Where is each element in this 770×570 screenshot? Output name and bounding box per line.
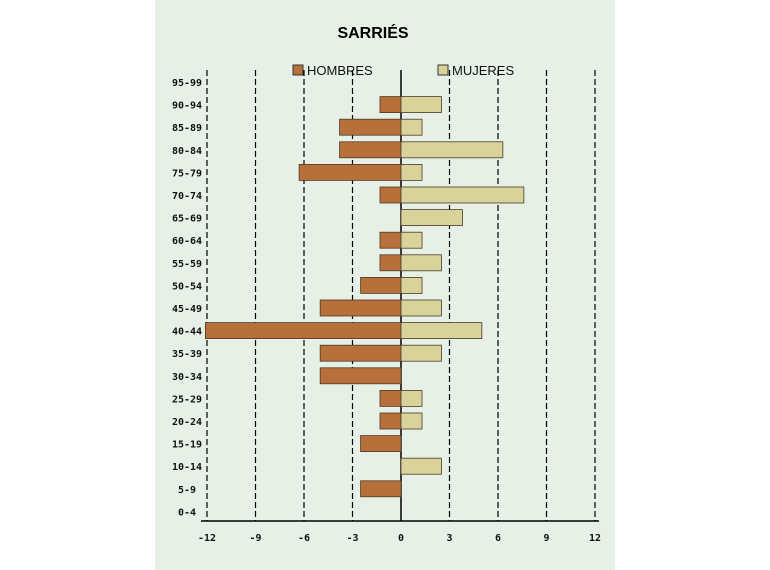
bar-hombres bbox=[319, 299, 402, 317]
y-tick-label: 60-64 bbox=[172, 236, 202, 247]
bar-hombres bbox=[298, 163, 402, 181]
legend-swatch-hombres bbox=[292, 64, 304, 76]
y-tick-label: 55-59 bbox=[172, 259, 202, 270]
bar-mujeres bbox=[400, 96, 442, 113]
y-tick-label: 10-14 bbox=[172, 462, 202, 473]
bar-hombres bbox=[360, 480, 402, 498]
y-tick-label: 35-39 bbox=[172, 349, 202, 360]
y-tick-label: 5-9 bbox=[178, 485, 196, 496]
bar-hombres bbox=[319, 344, 402, 362]
bar-hombres bbox=[379, 254, 402, 272]
y-tick-label: 75-79 bbox=[172, 168, 202, 179]
bar-mujeres bbox=[400, 299, 442, 317]
x-tick-label: 12 bbox=[589, 533, 601, 544]
legend-label-mujeres: MUJERES bbox=[452, 63, 514, 78]
bar-mujeres bbox=[400, 457, 442, 475]
y-axis-labels: 95-99 90-94 85-89 80-84 75-79 70-74 65-69 60-64… bbox=[172, 78, 202, 518]
bar-mujeres bbox=[400, 118, 423, 136]
bar-hombres bbox=[379, 231, 402, 249]
bar-mujeres bbox=[400, 186, 525, 204]
bar-hombres bbox=[379, 96, 402, 113]
y-tick-label: 50-54 bbox=[172, 281, 202, 292]
y-tick-label: 30-34 bbox=[172, 372, 202, 383]
y-tick-label: 90-94 bbox=[172, 101, 202, 112]
x-tick-label: 0 bbox=[398, 533, 404, 544]
bar-mujeres bbox=[400, 344, 442, 362]
x-axis-labels: -12 -9 -6 -3 0 3 6 9 12 bbox=[198, 533, 601, 544]
y-tick-label: 65-69 bbox=[172, 214, 202, 225]
legend-swatch-mujeres bbox=[437, 64, 449, 76]
bar-mujeres bbox=[400, 209, 463, 227]
bar-hombres bbox=[360, 435, 402, 453]
bar-hombres bbox=[339, 118, 402, 136]
y-tick-label: 15-19 bbox=[172, 440, 202, 451]
bar-mujeres bbox=[400, 412, 423, 430]
x-tick-label: 6 bbox=[495, 533, 501, 544]
bar-mujeres bbox=[400, 322, 483, 340]
x-tick-label: 9 bbox=[543, 533, 549, 544]
chart-panel: SARRIÉS HOMBRES MUJERES 95-99 90-94 85-89 8… bbox=[155, 0, 615, 570]
bar-hombres bbox=[204, 322, 402, 340]
bar-mujeres bbox=[400, 389, 423, 407]
y-tick-label: 20-24 bbox=[172, 417, 202, 428]
y-tick-label: 80-84 bbox=[172, 146, 202, 157]
y-tick-label: 40-44 bbox=[172, 327, 202, 338]
y-tick-label: 0-4 bbox=[178, 507, 196, 518]
y-tick-label: 45-49 bbox=[172, 304, 202, 315]
x-tick-label: -6 bbox=[298, 533, 310, 544]
x-tick-label: 3 bbox=[446, 533, 452, 544]
bar-hombres bbox=[379, 389, 402, 407]
x-tick-label: -12 bbox=[198, 533, 216, 544]
x-tick-label: -9 bbox=[249, 533, 261, 544]
bar-hombres bbox=[339, 141, 402, 159]
bar-hombres bbox=[379, 412, 402, 430]
bars bbox=[204, 96, 525, 498]
bar-mujeres bbox=[400, 163, 423, 181]
y-tick-label: 25-29 bbox=[172, 394, 202, 405]
chart-title: SARRIÉS bbox=[337, 23, 408, 42]
y-tick-label: 70-74 bbox=[172, 191, 202, 202]
legend-label-hombres: HOMBRES bbox=[307, 63, 373, 78]
x-tick-label: -3 bbox=[346, 533, 358, 544]
y-tick-label: 85-89 bbox=[172, 123, 202, 134]
grid-lines bbox=[206, 70, 596, 521]
bar-hombres bbox=[360, 276, 402, 294]
bar-mujeres bbox=[400, 231, 423, 249]
population-pyramid-chart: SARRIÉS HOMBRES MUJERES 95-99 90-94 85-89 8… bbox=[172, 23, 601, 544]
bar-mujeres bbox=[400, 254, 442, 272]
bar-mujeres bbox=[400, 276, 423, 294]
y-tick-label: 95-99 bbox=[172, 78, 202, 89]
bar-hombres bbox=[379, 186, 402, 204]
legend: HOMBRES MUJERES bbox=[292, 63, 514, 78]
bar-mujeres bbox=[400, 141, 504, 159]
bar-hombres bbox=[319, 367, 402, 385]
